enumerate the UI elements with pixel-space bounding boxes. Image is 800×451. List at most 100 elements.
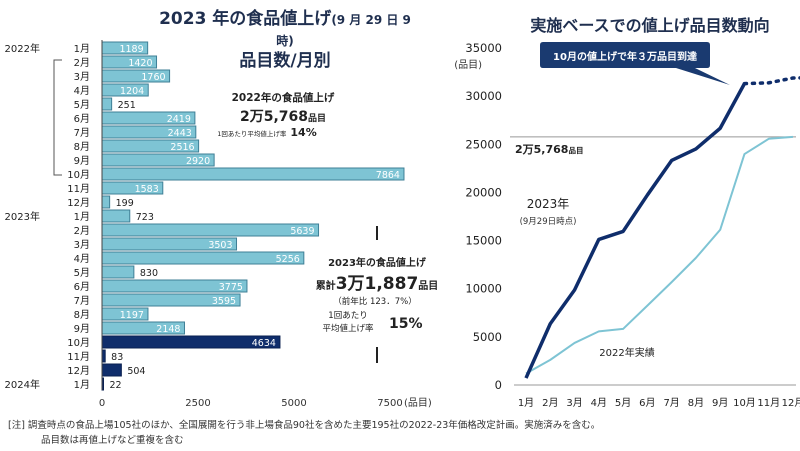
footnote: [注] 調査時点の食品上場105社のほか、全国展開を行う非上場食品90社を含めた…: [8, 418, 600, 448]
series-2022-label: 2022年実績: [599, 346, 654, 359]
year-2022-bracket: [53, 59, 62, 176]
line-y-tick-label: 20000: [465, 185, 502, 199]
bar-value-label: 3595: [212, 296, 236, 307]
ann2022-line3: 1回あたり平均値上げ率 14%: [217, 126, 316, 139]
bar-category-label: 9月: [74, 323, 90, 335]
bar-chart-title: 2023 年の食品値上げ(9 月 29 日 9 時) 品目数/月別: [150, 9, 420, 71]
bar-category-label: 7月: [74, 127, 90, 139]
bar-value-label: 2443: [168, 128, 192, 139]
bar-value-label: 83: [111, 352, 123, 363]
bar-category-label: 1月: [74, 379, 90, 391]
line-x-tick-label: 8月: [688, 397, 704, 409]
bar-category-label: 11月: [67, 351, 90, 363]
line-chart: 0 5000 10000 15000 20000 25000 30000 35000 (品目)…: [454, 41, 800, 409]
bar-category-label: 6月: [74, 281, 90, 293]
bar-category-label: 4月: [74, 85, 90, 97]
bar-value-label: 4634: [252, 338, 276, 349]
bar-value-label: 3775: [219, 282, 243, 293]
line-y-tick-label: 15000: [465, 234, 502, 248]
bar-value-label: 830: [140, 268, 158, 279]
footnote-line2: 品目数は再値上げなど重複を含む: [41, 435, 184, 446]
bar-category-label: 10月: [67, 337, 90, 349]
bar-value-label: 1189: [119, 44, 143, 55]
bar-category-label: 12月: [67, 365, 90, 377]
bar-value-label: 2419: [167, 114, 191, 125]
bar-category-label: 10月: [67, 169, 90, 181]
line-x-tick-label: 7月: [663, 397, 679, 409]
line-y-tick-label: 25000: [465, 137, 502, 151]
bar-chart-subtitle: 品目数/月別: [239, 51, 331, 71]
line-x-tick-label: 9月: [712, 397, 728, 409]
bar: [101, 265, 135, 279]
ann2022-unit: 品目: [308, 113, 326, 124]
bar-value-label: 2516: [170, 142, 194, 153]
bar: [101, 223, 320, 237]
ann2023-rate: 15%: [389, 316, 423, 332]
bar-value-label: 1583: [135, 184, 159, 195]
bar-x-tick-label: 7500: [377, 398, 402, 409]
bar-value-label: 3503: [208, 240, 232, 251]
ann2023-prefix: 累計: [316, 279, 336, 292]
bar-value-label: 2920: [186, 156, 210, 167]
bar-category-label: 8月: [74, 141, 90, 153]
ann2022-total: 2万5,768: [240, 109, 308, 125]
bar-value-label: 7864: [376, 170, 400, 181]
bar-value-label: 1760: [141, 72, 165, 83]
ann2023-rate-label-b: 平均値上げ率: [322, 323, 374, 334]
line-x-tick-label: 2月: [542, 397, 558, 409]
callout-text: 10月の値上げで年３万品目到達: [553, 50, 697, 63]
reference-line-unit: 品目: [568, 146, 583, 155]
bar-category-label: 5月: [74, 267, 90, 279]
ann2023-yoy: （前年比 123．7%）: [333, 296, 416, 307]
bar-chart-title-main: 2023 年の食品値上げ: [159, 9, 332, 29]
line-x-tick-label: 1月: [518, 397, 534, 409]
bar-category-label: 2月: [74, 225, 90, 237]
bar-x-unit-label: (品目): [404, 397, 432, 409]
bar: [101, 195, 111, 209]
bar: [101, 167, 405, 181]
line-y-tick-label: 5000: [473, 330, 502, 344]
bar-category-label: 3月: [74, 239, 90, 251]
ann2023-total: 3万1,887: [336, 274, 419, 294]
ann2022-line2: 2万5,768品目: [240, 109, 326, 125]
bar-category-label: 7月: [74, 295, 90, 307]
bar-chart: 1月 2月 3月 4月 5月 6月 7月 8月 9月 10月 11月 12月 1月 2月 3月 4月 5月 6月 7…: [5, 40, 438, 409]
bar-value-label: 5256: [276, 254, 300, 265]
bar-category-label: 6月: [74, 113, 90, 125]
line-x-tick-label: 3月: [566, 397, 582, 409]
bar-category-label: 9月: [74, 155, 90, 167]
bar-category-label: 3月: [74, 71, 90, 83]
line-x-tick-label: 5月: [615, 397, 631, 409]
series-2023-sublabel: (9月29日時点): [520, 217, 577, 227]
bar-value-label: 22: [110, 380, 122, 391]
bar: [101, 363, 122, 377]
ann2023-rate-label-a: 1回あたり: [328, 311, 367, 321]
bar-value-label: 1204: [120, 86, 144, 97]
bar-value-label: 1420: [128, 58, 152, 69]
bar-value-label: 723: [136, 212, 154, 223]
bar-x-tick-label: 0: [99, 398, 105, 409]
bar-category-label: 2月: [74, 57, 90, 69]
ann2022-line1: 2022年の食品値上げ: [232, 91, 335, 104]
series-2023-line: [524, 82, 746, 379]
bar-value-label: 2148: [156, 324, 180, 335]
bar-category-label: 1月: [74, 211, 90, 223]
bar-year-label: 2024年: [5, 378, 40, 391]
bar-category-label: 12月: [67, 197, 90, 209]
callout-bubble: [540, 42, 730, 85]
line-y-tick-label: 35000: [465, 41, 502, 55]
bar: [101, 97, 113, 111]
series-2023-label: 2023年: [527, 197, 570, 211]
bar-category-label: 11月: [67, 183, 90, 195]
bar-category-label: 8月: [74, 309, 90, 321]
line-y-tick-label: 0: [495, 378, 502, 392]
bar: [101, 251, 305, 265]
bar-category-label: 1月: [74, 43, 90, 55]
bar-category-label: 4月: [74, 253, 90, 265]
line-x-tick-label: 12月: [782, 397, 800, 409]
reference-line-value: 2万5,768: [515, 143, 568, 156]
bar-value-label: 1197: [120, 310, 144, 321]
series-2022-line: [525, 135, 794, 375]
line-x-tick-label: 10月: [733, 397, 756, 409]
bar-value-label: 5639: [290, 226, 314, 237]
